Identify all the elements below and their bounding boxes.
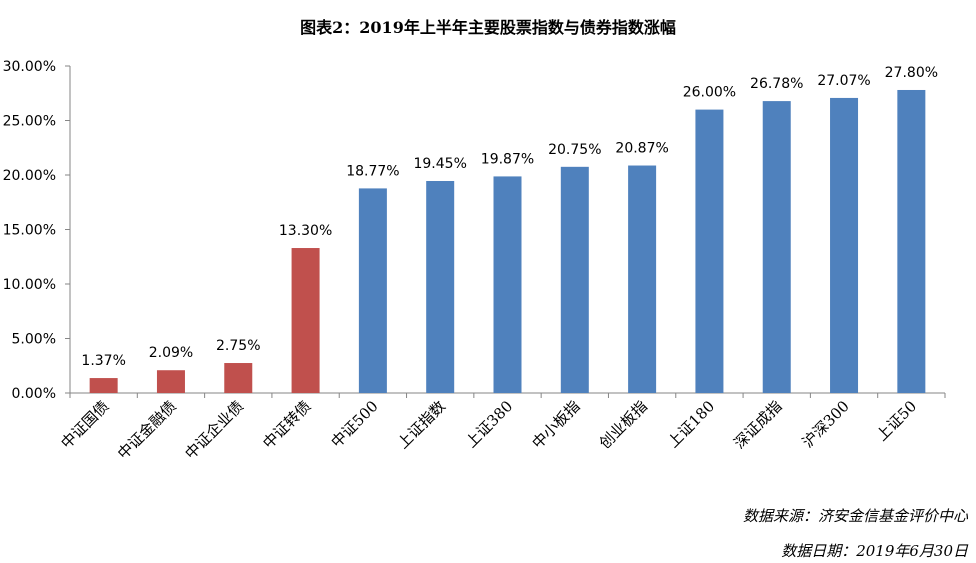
x-tick-label: 上证指数 xyxy=(394,397,449,452)
bar xyxy=(560,166,589,393)
data-label: 20.75% xyxy=(548,142,601,158)
bar xyxy=(89,378,118,393)
y-tick-label: 5.00% xyxy=(12,332,56,348)
data-source: 数据来源：济安金信基金评价中心 xyxy=(742,507,968,525)
bar xyxy=(695,109,724,393)
x-tick-label: 中小板指 xyxy=(528,397,583,452)
data-label: 20.87% xyxy=(615,141,668,157)
data-label: 26.78% xyxy=(750,76,803,92)
y-tick-label: 25.00% xyxy=(3,114,56,130)
x-tick-label: 沪深300 xyxy=(799,397,853,451)
x-tick-label: 中证转债 xyxy=(259,397,314,452)
y-tick-label: 30.00% xyxy=(3,59,56,75)
y-tick-label: 0.00% xyxy=(12,386,56,402)
chart-title: 图表2：2019年上半年主要股票指数与债券指数涨幅 xyxy=(300,18,676,37)
data-label: 19.87% xyxy=(481,151,534,167)
x-tick-label: 中证企业债 xyxy=(181,397,247,463)
data-label: 1.37% xyxy=(81,353,125,369)
bar xyxy=(426,180,455,393)
y-tick-label: 15.00% xyxy=(3,223,56,239)
data-label: 18.77% xyxy=(346,163,399,179)
x-tick-label: 深证成指 xyxy=(730,397,785,452)
bar xyxy=(493,176,522,393)
x-tick-label: 中证500 xyxy=(328,397,382,451)
bar xyxy=(830,97,859,393)
data-label: 19.45% xyxy=(413,156,466,172)
data-label: 13.30% xyxy=(279,223,332,239)
x-tick-label: 创业板指 xyxy=(596,397,651,452)
bar xyxy=(897,89,926,393)
x-tick-label: 上证50 xyxy=(873,397,920,444)
data-label: 26.00% xyxy=(683,85,736,101)
bar xyxy=(762,101,791,394)
y-tick-label: 20.00% xyxy=(3,168,56,184)
bar xyxy=(628,165,657,393)
data-label: 27.80% xyxy=(885,65,938,81)
data-date: 数据日期：2019年6月30日 xyxy=(781,542,968,560)
bar xyxy=(358,188,387,393)
data-label: 27.07% xyxy=(817,73,870,89)
x-tick-label: 上证380 xyxy=(462,397,516,451)
bar xyxy=(156,370,185,393)
y-tick-label: 10.00% xyxy=(3,277,56,293)
bar xyxy=(224,363,253,393)
x-tick-label: 中证国债 xyxy=(57,397,112,452)
data-label: 2.09% xyxy=(149,345,193,361)
x-tick-label: 上证180 xyxy=(664,397,718,451)
x-tick-label: 中证金融债 xyxy=(114,397,180,463)
bar xyxy=(291,248,320,393)
data-label: 2.75% xyxy=(216,338,260,354)
